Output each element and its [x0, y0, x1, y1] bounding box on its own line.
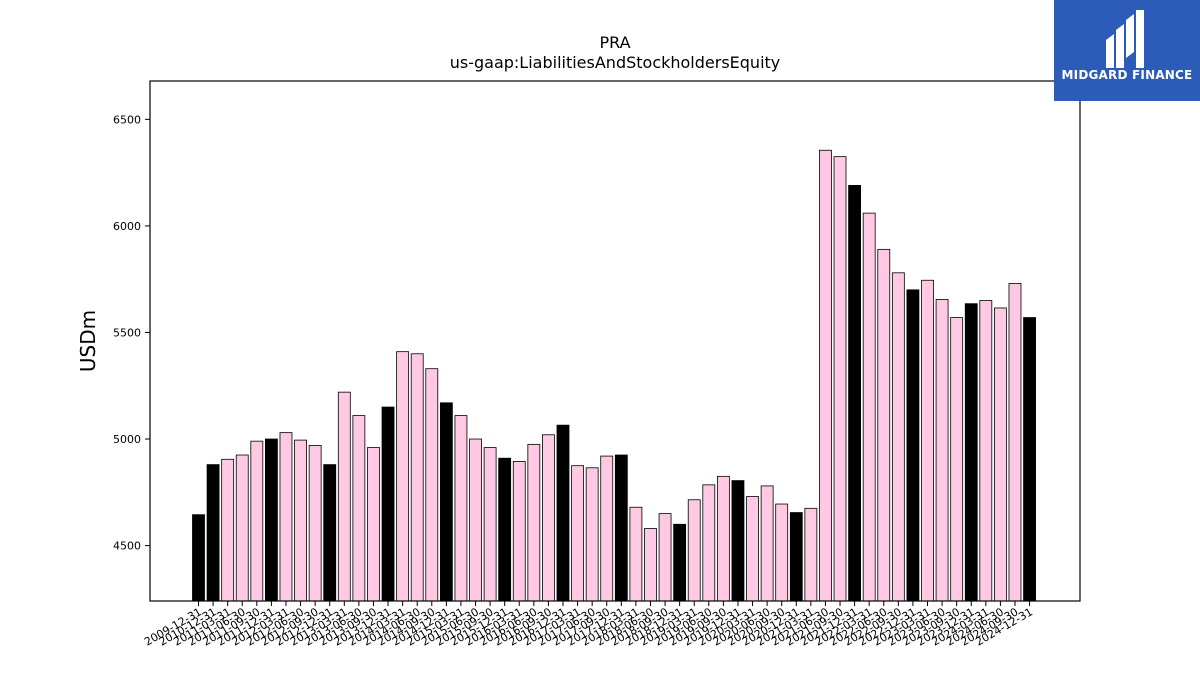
bar-2021-06-30	[819, 149, 832, 602]
bar-2012-12-31	[323, 464, 337, 602]
bar-2012-03-31	[279, 432, 293, 602]
chart-subtitle: us-gaap:LiabilitiesAndStockholdersEquity	[450, 53, 781, 72]
bar-2018-06-30	[644, 528, 657, 602]
bar-2020-09-30	[775, 503, 789, 602]
bar-2016-09-30	[542, 434, 555, 602]
bar-2016-06-30	[527, 443, 541, 602]
bar-2014-12-31	[439, 402, 453, 602]
bar-2024-09-30	[1008, 283, 1022, 602]
y-tick-label: 4500	[113, 540, 141, 553]
midgard-logo-icon	[1106, 10, 1144, 68]
midgard-finance-logo: MIDGARD FINANCE	[1054, 0, 1200, 101]
bar-2018-03-31	[629, 506, 643, 602]
bar-2013-09-30	[367, 447, 380, 602]
bar-2011-03-31	[221, 458, 235, 602]
bar-2015-09-30	[483, 447, 497, 602]
bar-2021-03-31	[804, 507, 818, 602]
bar-2022-12-31	[906, 289, 920, 602]
bar-2010-12-31	[206, 464, 220, 602]
bar-2015-06-30	[469, 438, 482, 602]
bars-group	[192, 149, 1036, 602]
bar-2021-09-30	[833, 156, 847, 602]
bar-2023-09-30	[950, 317, 964, 602]
y-tick-label: 6000	[113, 220, 141, 233]
logo-text: MIDGARD FINANCE	[1061, 68, 1193, 82]
y-tick-label: 6500	[113, 113, 141, 126]
bar-2023-12-31	[964, 303, 978, 602]
bar-2011-06-30	[235, 454, 249, 602]
bar-2019-03-31	[687, 499, 701, 602]
bar-2017-12-31	[614, 454, 628, 602]
bar-2016-03-31	[512, 461, 526, 602]
bar-2024-03-31	[979, 300, 993, 602]
bar-2011-12-31	[264, 438, 278, 602]
bar-2011-09-30	[250, 440, 264, 602]
y-tick-label: 5500	[113, 326, 141, 339]
bar-2019-09-30	[716, 475, 730, 602]
bar-2022-09-30	[891, 272, 905, 602]
bar-2014-09-30	[425, 368, 439, 602]
bar-2024-06-30	[994, 307, 1007, 602]
bar-2019-06-30	[702, 484, 716, 602]
bar-2020-06-30	[760, 485, 774, 602]
bar-2021-12-31	[848, 185, 861, 602]
bar-2023-03-31	[921, 279, 934, 602]
bar-2017-09-30	[600, 455, 614, 602]
y-axis: 4500 5000 5500 6000 6500	[113, 113, 150, 553]
bar-2014-06-30	[410, 353, 424, 602]
bar-2019-12-31	[731, 480, 745, 602]
bar-2018-12-31	[673, 523, 687, 602]
bar-2015-12-31	[498, 457, 512, 602]
bar-2020-03-31	[746, 496, 759, 602]
bar-2024-12-31	[1023, 317, 1036, 602]
bar-2022-03-31	[862, 212, 876, 602]
bar-2020-12-31	[789, 512, 803, 602]
bar-2012-06-30	[294, 439, 307, 602]
bar-2016-12-31	[556, 424, 570, 602]
bar-2015-03-31	[454, 415, 468, 602]
bar-2013-12-31	[381, 406, 395, 602]
y-axis-label: USDm	[76, 310, 100, 372]
bar-2022-06-30	[877, 248, 891, 602]
bar-2017-03-31	[571, 465, 584, 602]
x-axis: 2009-12-312010-12-312011-03-312011-06-30…	[142, 601, 1035, 649]
bar-2018-09-30	[658, 513, 672, 602]
y-tick-label: 5000	[113, 433, 141, 446]
bar-2012-09-30	[308, 445, 322, 602]
bar-2013-03-31	[337, 391, 351, 602]
bar-2023-06-30	[935, 299, 949, 602]
plot-frame	[149, 80, 1081, 602]
bar-2013-06-30	[352, 415, 366, 602]
chart-title: PRA	[599, 33, 630, 52]
bar-2014-03-31	[396, 351, 410, 602]
bar-2017-06-30	[585, 467, 599, 602]
bar-2009-12-31	[192, 514, 205, 602]
